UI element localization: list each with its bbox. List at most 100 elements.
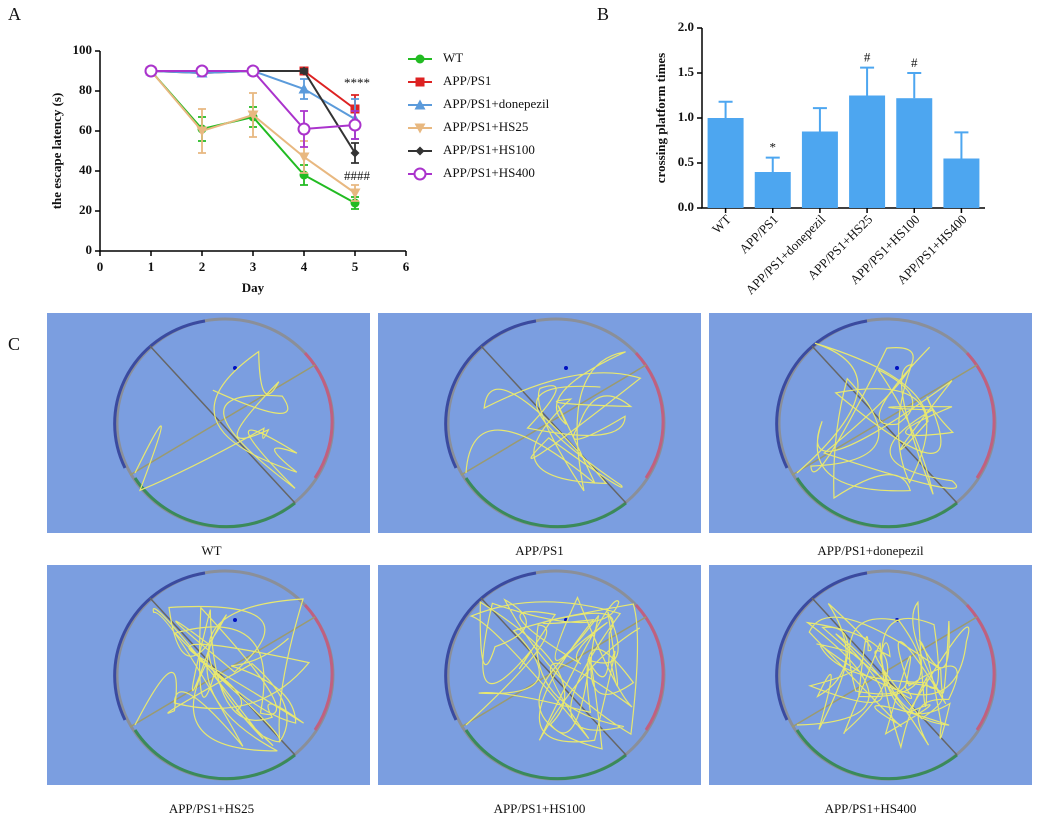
error-bar: [907, 72, 922, 99]
pool-edge: [795, 729, 958, 781]
error-bar: [812, 107, 827, 132]
data-point: [350, 148, 360, 158]
pool-edge: [113, 571, 206, 721]
swim-track: [134, 350, 298, 492]
x-axis-label: Day: [242, 280, 265, 295]
error-bar: [718, 100, 733, 118]
swim-track: [465, 351, 642, 492]
legend-marker: [415, 77, 425, 87]
track-image: [47, 313, 370, 533]
legend-label: APP/PS1: [443, 73, 491, 88]
quadrant-line: [129, 616, 316, 728]
y-tick-label: 0: [86, 242, 93, 257]
significance-mark: #: [864, 50, 871, 65]
pool-edge: [303, 351, 334, 479]
data-point: [298, 83, 310, 94]
data-point: [196, 126, 208, 137]
x-tick-label: 0: [97, 259, 104, 274]
image-background: [47, 565, 370, 785]
pool-edge: [634, 603, 665, 731]
annotation: ****: [344, 75, 370, 90]
bar: [943, 158, 980, 208]
platform: [895, 366, 899, 370]
significance-mark: *: [770, 140, 777, 155]
pool-edge: [464, 477, 627, 529]
y-tick-label: 100: [73, 42, 93, 57]
legend-marker: [413, 167, 427, 181]
y-axis-label: crossing platform times: [653, 53, 668, 183]
legend-marker: [414, 99, 426, 110]
x-tick-label: 1: [148, 259, 155, 274]
image-background: [709, 313, 1032, 533]
error-bar: [765, 156, 780, 172]
track-image: [378, 565, 701, 785]
x-tick-label: 2: [199, 259, 206, 274]
pool-edge: [303, 603, 334, 731]
track-image: [47, 565, 370, 785]
significance-mark: #: [911, 55, 918, 70]
pool-edge: [113, 319, 206, 469]
error-bar: [954, 131, 969, 159]
y-tick-label: 2.0: [678, 19, 694, 34]
image-caption: APP/PS1: [515, 543, 563, 558]
y-tick-label: 1.0: [678, 109, 694, 124]
pool-edge: [133, 729, 296, 781]
annotation: ####: [344, 168, 371, 183]
bar: [849, 95, 886, 208]
pool-edge: [775, 571, 868, 721]
swim-track: [134, 598, 311, 752]
y-tick-label: 60: [79, 122, 92, 137]
bar: [707, 118, 744, 208]
image-caption: APP/PS1+donepezil: [817, 543, 924, 558]
legend-marker: [414, 123, 426, 134]
swim-track: [796, 600, 970, 750]
legend-label: APP/PS1+donepezil: [443, 96, 550, 111]
quadrant-line: [480, 345, 627, 504]
legend-label: WT: [443, 50, 463, 65]
data-point: [144, 64, 158, 78]
x-tick-label: APP/PS1+donepezil: [742, 211, 828, 297]
quadrant-line: [149, 597, 296, 756]
data-point: [195, 64, 209, 78]
error-bar: [860, 66, 875, 96]
y-tick-label: 20: [79, 202, 92, 217]
legend-marker: [415, 54, 425, 64]
pool-edge: [965, 351, 996, 479]
track-image: [709, 565, 1032, 785]
platform: [233, 366, 237, 370]
bar: [754, 172, 791, 208]
pool-edge: [775, 319, 868, 469]
pool-edge: [965, 603, 996, 731]
y-tick-label: 80: [79, 82, 92, 97]
platform: [233, 618, 237, 622]
x-tick-label: 6: [403, 259, 410, 274]
image-caption: WT: [201, 543, 221, 558]
swim-track: [796, 342, 958, 500]
x-tick-label: 3: [250, 259, 257, 274]
legend-marker: [415, 146, 425, 156]
y-tick-label: 40: [79, 162, 92, 177]
quadrant-line: [129, 364, 316, 476]
image-caption: APP/PS1+HS100: [494, 801, 586, 816]
x-tick-label: 4: [301, 259, 308, 274]
data-point: [348, 118, 362, 132]
quadrant-line: [460, 616, 647, 728]
y-tick-label: 0.0: [678, 199, 694, 214]
panel-label: B: [597, 4, 609, 24]
pool-edge: [133, 477, 296, 529]
quadrant-line: [460, 364, 647, 476]
image-background: [378, 313, 701, 533]
pool-edge: [464, 729, 627, 781]
swim-track: [465, 596, 641, 750]
track-image: [378, 313, 701, 533]
axis: [701, 28, 985, 209]
pool-edge: [444, 319, 537, 469]
data-point: [299, 66, 309, 76]
data-point: [246, 64, 260, 78]
x-tick-label: 5: [352, 259, 359, 274]
panel-label: C: [8, 334, 20, 354]
pool-edge: [634, 351, 665, 479]
pool-edge: [795, 477, 958, 529]
image-background: [709, 565, 1032, 785]
